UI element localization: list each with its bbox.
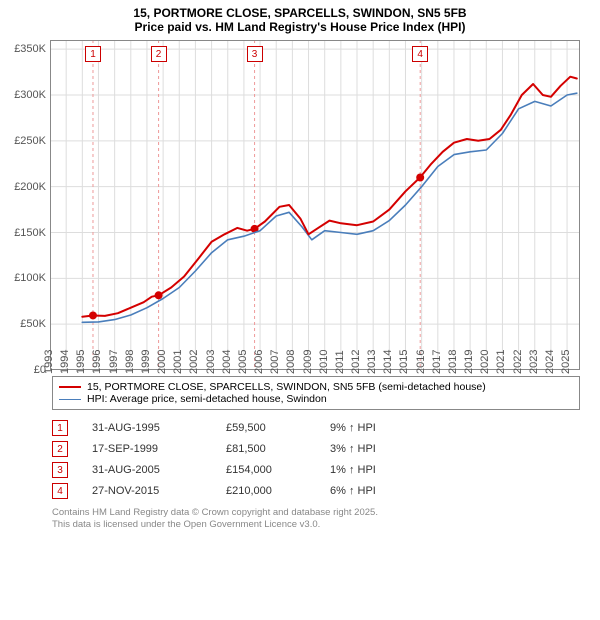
x-tick-label: 2006 xyxy=(253,350,265,374)
transaction-date: 17-SEP-1999 xyxy=(92,443,202,455)
chart-svg xyxy=(50,40,580,370)
x-tick-label: 2023 xyxy=(528,350,540,374)
transaction-price: £154,000 xyxy=(226,464,306,476)
transaction-date: 31-AUG-2005 xyxy=(92,464,202,476)
x-tick-label: 2022 xyxy=(512,350,524,374)
x-tick-label: 1994 xyxy=(59,350,71,374)
x-tick-label: 2005 xyxy=(237,350,249,374)
y-tick-label: £50K xyxy=(20,318,46,330)
transaction-date: 31-AUG-1995 xyxy=(92,422,202,434)
transaction-pct: 1% ↑ HPI xyxy=(330,464,420,476)
legend: 15, PORTMORE CLOSE, SPARCELLS, SWINDON, … xyxy=(52,376,580,410)
footer-line-1: Contains HM Land Registry data © Crown c… xyxy=(52,507,580,519)
transaction-row: 1 31-AUG-1995 £59,500 9% ↑ HPI xyxy=(52,420,580,436)
x-tick-label: 1993 xyxy=(43,350,55,374)
legend-label: HPI: Average price, semi-detached house,… xyxy=(87,393,327,405)
x-tick-label: 2000 xyxy=(156,350,168,374)
x-tick-label: 2001 xyxy=(172,350,184,374)
y-tick-label: £250K xyxy=(14,135,46,147)
x-tick-label: 2004 xyxy=(221,350,233,374)
x-tick-label: 1997 xyxy=(108,350,120,374)
chart-marker-badge: 2 xyxy=(151,46,167,62)
y-tick-label: £200K xyxy=(14,181,46,193)
title-line-2: Price paid vs. HM Land Registry's House … xyxy=(4,20,596,34)
chart-marker-badge: 1 xyxy=(85,46,101,62)
footer-line-2: This data is licensed under the Open Gov… xyxy=(52,519,580,531)
transaction-row: 3 31-AUG-2005 £154,000 1% ↑ HPI xyxy=(52,462,580,478)
x-tick-label: 2012 xyxy=(350,350,362,374)
x-tick-label: 2018 xyxy=(447,350,459,374)
transaction-badge: 4 xyxy=(52,483,68,499)
transaction-price: £210,000 xyxy=(226,485,306,497)
transaction-price: £81,500 xyxy=(226,443,306,455)
transaction-row: 2 17-SEP-1999 £81,500 3% ↑ HPI xyxy=(52,441,580,457)
x-tick-label: 2016 xyxy=(415,350,427,374)
x-tick-label: 2011 xyxy=(334,350,346,374)
transaction-pct: 6% ↑ HPI xyxy=(330,485,420,497)
transaction-price: £59,500 xyxy=(226,422,306,434)
legend-swatch xyxy=(59,386,81,388)
chart-marker-badge: 3 xyxy=(247,46,263,62)
legend-label: 15, PORTMORE CLOSE, SPARCELLS, SWINDON, … xyxy=(87,381,486,393)
y-tick-label: £150K xyxy=(14,227,46,239)
x-tick-label: 1996 xyxy=(91,350,103,374)
x-tick-label: 2008 xyxy=(285,350,297,374)
transaction-pct: 3% ↑ HPI xyxy=(330,443,420,455)
x-tick-label: 2020 xyxy=(479,350,491,374)
x-tick-label: 2017 xyxy=(431,350,443,374)
chart-container: 15, PORTMORE CLOSE, SPARCELLS, SWINDON, … xyxy=(0,0,600,532)
x-tick-label: 2019 xyxy=(463,350,475,374)
x-tick-label: 2024 xyxy=(544,350,556,374)
chart-plot: 1234£0£50K£100K£150K£200K£250K£300K£350K… xyxy=(50,40,580,370)
y-tick-label: £300K xyxy=(14,89,46,101)
x-tick-label: 2014 xyxy=(382,350,394,374)
x-tick-label: 2007 xyxy=(269,350,281,374)
y-tick-label: £100K xyxy=(14,272,46,284)
legend-row: 15, PORTMORE CLOSE, SPARCELLS, SWINDON, … xyxy=(59,381,573,393)
x-tick-label: 1998 xyxy=(124,350,136,374)
transaction-badge: 3 xyxy=(52,462,68,478)
transaction-badge: 2 xyxy=(52,441,68,457)
transaction-row: 4 27-NOV-2015 £210,000 6% ↑ HPI xyxy=(52,483,580,499)
chart-marker-badge: 4 xyxy=(412,46,428,62)
transaction-badge: 1 xyxy=(52,420,68,436)
x-tick-label: 2013 xyxy=(366,350,378,374)
x-tick-label: 2002 xyxy=(188,350,200,374)
x-tick-label: 2015 xyxy=(398,350,410,374)
x-tick-label: 2010 xyxy=(318,350,330,374)
transactions-table: 1 31-AUG-1995 £59,500 9% ↑ HPI 2 17-SEP-1999 £… xyxy=(52,420,580,499)
x-tick-label: 1995 xyxy=(75,350,87,374)
x-tick-label: 2009 xyxy=(302,350,314,374)
transaction-pct: 9% ↑ HPI xyxy=(330,422,420,434)
x-tick-label: 1999 xyxy=(140,350,152,374)
x-tick-label: 2003 xyxy=(205,350,217,374)
transaction-date: 27-NOV-2015 xyxy=(92,485,202,497)
title-block: 15, PORTMORE CLOSE, SPARCELLS, SWINDON, … xyxy=(0,0,600,36)
x-tick-label: 2025 xyxy=(560,350,572,374)
title-line-1: 15, PORTMORE CLOSE, SPARCELLS, SWINDON, … xyxy=(4,6,596,20)
legend-row: HPI: Average price, semi-detached house,… xyxy=(59,393,573,405)
x-tick-label: 2021 xyxy=(495,350,507,374)
legend-swatch xyxy=(59,399,81,400)
y-tick-label: £350K xyxy=(14,43,46,55)
footer-attribution: Contains HM Land Registry data © Crown c… xyxy=(52,507,580,532)
